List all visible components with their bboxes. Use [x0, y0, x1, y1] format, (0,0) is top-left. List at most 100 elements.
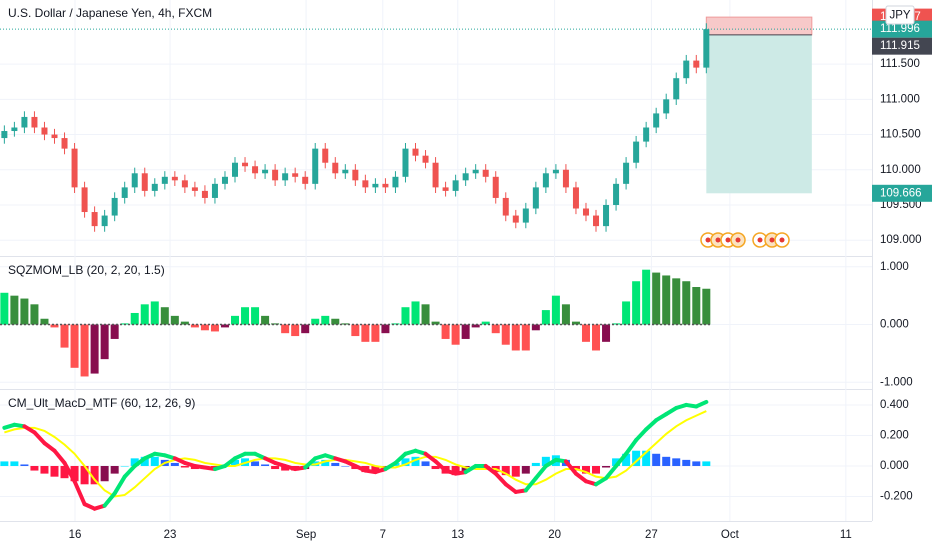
candle-body	[332, 162, 339, 174]
signal-line	[4, 410, 707, 498]
axis-layer: 16 23 Sep 7 13 20 27 Oct 11 111.500 111.000 110.500…	[8, 0, 932, 550]
momentum-bar	[581, 324, 590, 342]
macd-histogram-bar	[261, 464, 270, 466]
macd-histogram-bar	[501, 465, 510, 476]
macd-histogram-bar	[642, 450, 651, 466]
momentum-bar	[471, 324, 480, 328]
macd-line-segment	[694, 399, 709, 409]
momentum-bar	[271, 323, 280, 325]
macd-histogram-bar	[612, 458, 621, 466]
momentum-bar	[371, 324, 380, 342]
macd-line-segment	[132, 456, 147, 468]
candle-body	[71, 148, 78, 188]
macd-histogram-bar	[130, 458, 139, 466]
macd-histogram-bar	[321, 459, 330, 466]
macd-histogram-bar	[341, 465, 350, 467]
momentum-bar	[571, 321, 580, 325]
candle-body	[502, 197, 509, 216]
macd-histogram-bar	[511, 465, 520, 477]
momentum-bar	[30, 304, 39, 325]
momentum-bar	[100, 324, 109, 360]
candle-body	[442, 187, 449, 191]
macd-line-segment	[222, 456, 238, 468]
momentum-bar	[110, 324, 119, 339]
candle-body	[482, 169, 489, 177]
momentum-bar	[632, 281, 641, 325]
macd-histogram-bar	[20, 464, 29, 466]
x-tick-label: 11	[840, 529, 852, 541]
candle-body	[11, 127, 18, 132]
momentum-bar	[220, 324, 229, 328]
candle-body	[161, 176, 168, 184]
macd-histogram-bar	[581, 465, 590, 474]
candle-body	[693, 60, 700, 68]
macd-line-segment	[573, 471, 588, 484]
macd-line-segment	[42, 441, 57, 453]
grid-layer	[0, 0, 932, 522]
macd-histogram-bar	[461, 465, 470, 473]
momentum-bar	[261, 315, 270, 325]
momentum-bar	[602, 324, 611, 342]
momentum-bar	[130, 312, 139, 325]
price-tag-label: 111.915	[880, 40, 920, 52]
candle-body	[663, 99, 670, 114]
candle-body	[633, 141, 640, 163]
price-axis-bg	[872, 0, 932, 550]
event-icon-dot	[705, 237, 711, 243]
momentum-bar	[692, 287, 701, 325]
candle-body	[211, 183, 218, 198]
momentum-bar	[401, 307, 410, 325]
candle-body	[252, 166, 259, 174]
momentum-bar	[10, 295, 19, 325]
candle-body	[242, 162, 249, 167]
momentum-bar	[60, 324, 69, 348]
momentum-bar	[431, 321, 440, 325]
candle-body	[352, 169, 359, 181]
candle-body	[282, 173, 289, 181]
event-icon-dot	[725, 237, 731, 243]
macd-histogram-bar	[602, 465, 611, 468]
momentum-bar	[461, 324, 470, 339]
y-tick-label: 109.500	[880, 199, 922, 211]
candle-body	[582, 208, 589, 216]
macd-histogram-bar	[180, 465, 189, 468]
macd-line-segment	[52, 448, 67, 465]
candle-body	[262, 169, 269, 174]
candle-body	[201, 190, 208, 198]
momentum-bar	[190, 324, 199, 328]
momentum-bar	[281, 324, 290, 334]
candle-body	[322, 148, 329, 163]
y-tick-label: 110.000	[880, 164, 921, 176]
macd-line-segment	[102, 491, 117, 508]
macd-line-segment	[423, 451, 438, 464]
x-tick-label: 23	[164, 529, 177, 541]
pane-title: U.S. Dollar / Japanese Yen, 4h, FXCM	[8, 6, 212, 20]
momentum-bar	[251, 307, 260, 325]
momentum-bar	[511, 324, 520, 351]
macd-histogram-bar	[231, 459, 240, 466]
candle-body	[181, 180, 188, 188]
event-icon-dot	[757, 237, 763, 243]
candle-body	[422, 155, 429, 163]
candle-body	[312, 148, 319, 184]
y-tick-label: 1.000	[880, 261, 909, 273]
candle-body	[191, 187, 198, 191]
pane-title: CM_Ult_MacD_MTF (60, 12, 26, 9)	[8, 396, 195, 410]
macd-histogram-bar	[672, 458, 681, 466]
candle-body	[21, 116, 28, 128]
macd-histogram-bar	[682, 459, 691, 466]
macd-line-segment	[112, 474, 127, 496]
macd-line-segment	[614, 451, 629, 468]
momentum-bar	[20, 298, 29, 325]
candle-body	[703, 29, 710, 68]
momentum-bar	[531, 324, 540, 331]
candle-body	[552, 169, 559, 174]
macd-histogram-bar	[170, 462, 179, 466]
candle-body	[171, 176, 178, 181]
macd-histogram-bar	[90, 465, 99, 485]
candle-body	[572, 187, 579, 209]
candle-body	[673, 78, 680, 100]
momentum-bar	[140, 304, 149, 325]
currency-badge	[885, 5, 915, 25]
